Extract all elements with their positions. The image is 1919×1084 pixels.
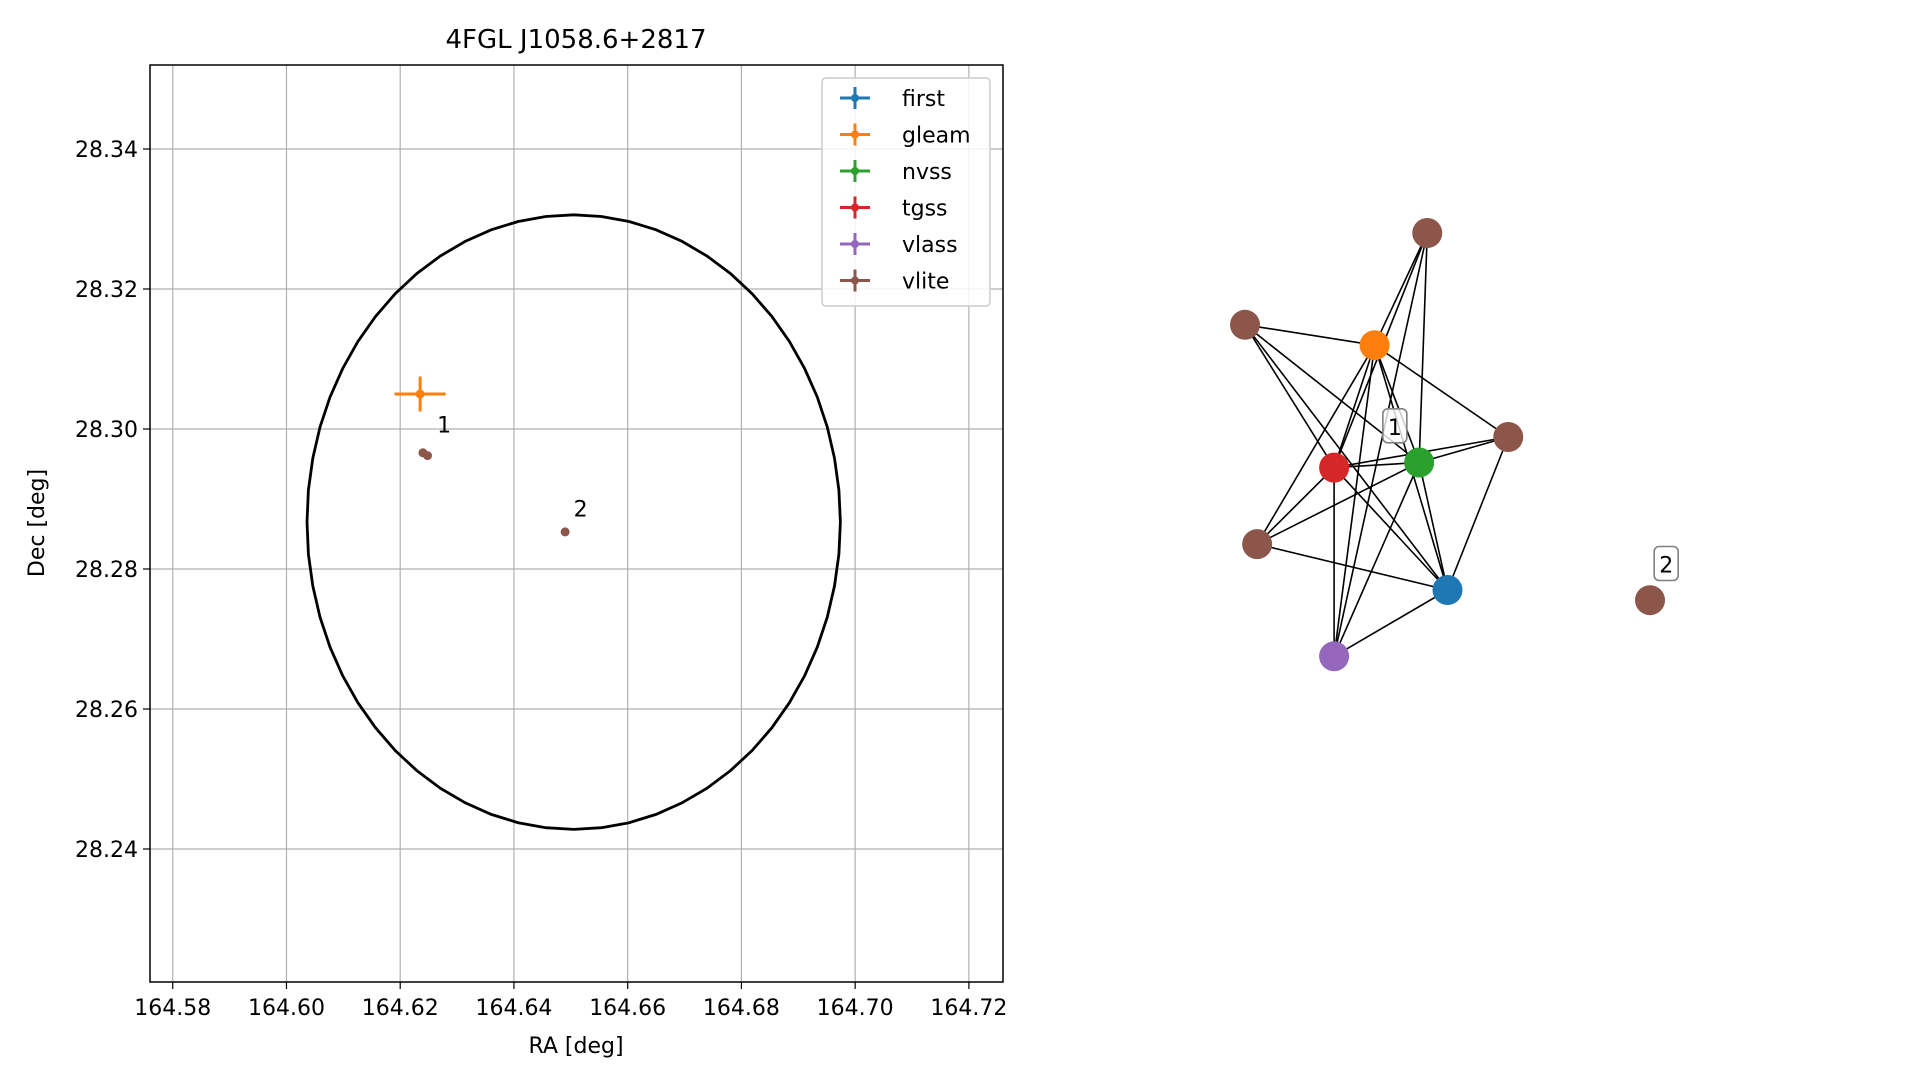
y-tick-label: 28.28 [75, 558, 138, 583]
network-edge [1256, 461, 1420, 545]
scatter-points [394, 376, 570, 537]
network-edge [1418, 462, 1449, 591]
data-point-vlite [423, 451, 433, 461]
network-edge [1256, 467, 1335, 545]
network-edge [1333, 462, 1420, 657]
legend-marker [851, 167, 859, 175]
marker [415, 389, 425, 399]
axes-frame [149, 64, 1004, 983]
legend-marker [851, 240, 859, 248]
x-tick-label: 164.66 [589, 996, 666, 1021]
legend-label: tgss [902, 197, 948, 222]
y-tick-label: 28.34 [75, 138, 138, 163]
point-annotations: 12 [437, 414, 587, 523]
network-label: 1 [1382, 407, 1408, 444]
network-edge [1256, 344, 1376, 545]
marker [423, 451, 433, 461]
network-edge [1333, 345, 1376, 657]
point-annotation: 1 [437, 414, 451, 439]
y-tick-label: 28.32 [75, 278, 138, 303]
y-ticks: 28.24 28.26 28.28 28.30 28.32 28.34 [75, 138, 150, 863]
network-edge [1244, 324, 1335, 469]
uncertainty-ellipse [305, 213, 842, 831]
network-label-box [1653, 545, 1679, 582]
x-tick-label: 164.58 [134, 996, 211, 1021]
network-edge [1446, 436, 1509, 591]
y-tick-label: 28.30 [75, 418, 138, 443]
network-edge [1333, 589, 1448, 657]
legend: first gleam nvss tgss vlass vlite [821, 77, 991, 307]
legend-label: nvss [902, 160, 952, 185]
y-tick-label: 28.24 [75, 838, 138, 863]
network-label-box [1382, 407, 1408, 444]
network-label-text: 1 [1388, 416, 1402, 441]
legend-marker [851, 203, 859, 212]
x-ticks: 164.58 164.60 164.62 164.64 164.66 164.68 164.… [134, 982, 1007, 1021]
data-point-gleam [394, 376, 446, 412]
x-tick-label: 164.72 [930, 996, 1007, 1021]
network-edge [1373, 232, 1428, 346]
network-nodes [1230, 218, 1665, 672]
legend-label: first [902, 87, 945, 112]
legend-entries: first gleam nvss tgss vlass vlite [840, 87, 971, 295]
y-tick-label: 28.26 [75, 698, 138, 723]
legend-marker [851, 94, 859, 102]
network-panel: 12 [1230, 218, 1679, 672]
x-tick-label: 164.60 [248, 996, 325, 1021]
network-node [1412, 218, 1443, 248]
network-edge [1374, 344, 1509, 438]
network-edge [1418, 436, 1509, 464]
legend-label: vlass [902, 233, 958, 258]
legend-entry-nvss: nvss [840, 160, 952, 185]
network-node [1359, 330, 1390, 361]
legend-marker [851, 276, 859, 285]
network-node [1493, 422, 1524, 452]
x-tick-label: 164.70 [817, 996, 894, 1021]
network-edge [1333, 344, 1376, 468]
legend-label: vlite [902, 270, 949, 295]
x-tick-label: 164.64 [475, 996, 552, 1021]
network-node [1242, 529, 1273, 560]
network-node [1404, 447, 1435, 478]
network-edge [1418, 232, 1429, 463]
network-edge [1256, 543, 1448, 591]
network-node [1432, 575, 1463, 605]
x-axis-label: RA [deg] [528, 1034, 623, 1059]
network-edge [1333, 232, 1429, 657]
legend-entry-vlass: vlass [840, 233, 958, 258]
network-node [1635, 585, 1665, 616]
x-tick-label: 164.68 [703, 996, 780, 1021]
marker [560, 527, 570, 537]
legend-entry-vlite: vlite [840, 269, 949, 295]
network-edge [1244, 324, 1375, 346]
network-node [1319, 641, 1350, 672]
data-point-vlite [560, 527, 570, 537]
legend-label: gleam [902, 124, 971, 149]
network-edge [1244, 324, 1449, 591]
network-node [1319, 452, 1350, 483]
scatter-panel: 12 164.58 164.60 164.62 164.64 164.66 164.68 1… [25, 25, 1007, 1059]
network-edge [1373, 344, 1420, 463]
network-node [1230, 309, 1260, 340]
y-axis-label: Dec [deg] [25, 469, 50, 577]
legend-entry-gleam: gleam [840, 123, 971, 149]
x-tick-label: 164.62 [362, 996, 439, 1021]
network-labels: 12 [1382, 407, 1679, 582]
point-annotation: 2 [574, 498, 588, 523]
network-label-text: 2 [1659, 554, 1673, 579]
legend-marker [851, 130, 859, 139]
legend-entry-first: first [840, 87, 945, 112]
ellipse-outline [305, 213, 842, 831]
legend-entry-tgss: tgss [840, 196, 948, 222]
network-label: 2 [1653, 545, 1679, 582]
chart-title: 4FGL J1058.6+2817 [446, 25, 707, 55]
